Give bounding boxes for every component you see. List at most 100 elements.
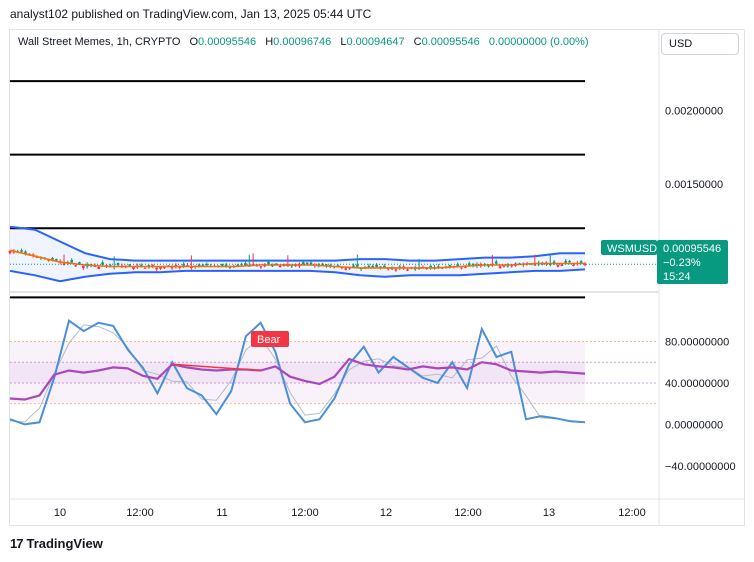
candle-body [201,264,205,266]
price-pane [8,80,660,299]
candle-body [305,262,309,264]
candle-body [236,264,239,266]
candle-body [244,263,247,266]
stoch-signal-line [9,324,586,423]
price-tag-ticker-bg [601,240,657,255]
candle-body [8,250,12,254]
candle-body [159,266,162,269]
candle-body [78,262,81,264]
time-tick-label: 10 [54,507,66,519]
candle-body [583,263,587,266]
time-tick-label: 12:00 [126,507,154,519]
candle-body [386,268,390,270]
candle-body [309,262,313,265]
candle-body [224,264,228,267]
candle-body [375,264,378,267]
candle-body [55,259,58,261]
candle-body [143,267,147,269]
stoch-line [9,319,586,426]
time-tick-label: 11 [216,507,227,519]
time-tick-label: 12:00 [291,507,319,519]
oscillator-tick-label: 0.00000000 [665,419,723,431]
candle-body [170,267,174,269]
rsi-line [9,357,586,401]
candle-body [101,262,104,265]
bollinger-lower [9,268,586,283]
candle-body [494,261,498,264]
candle-body [564,260,568,263]
price-tag-change: −0.23% [663,257,701,269]
candle-body [278,265,282,268]
oscillator-tick-label: 40.00000000 [665,378,729,390]
price-tick-label: 0.00200000 [665,106,723,118]
legend-high-label: H [265,36,274,48]
candle-body [301,262,305,265]
candle-body [352,265,355,268]
candle-body [367,265,371,268]
candle-body [371,265,375,268]
candle-body [259,266,263,268]
time-tick-label: 12 [380,507,392,519]
oscillator-tick-label: 80.00000000 [665,336,729,348]
bear-label-text: Bear [257,334,281,346]
candle-body [502,265,506,267]
bollinger-upper [9,225,585,262]
candle-body [220,263,224,266]
oscillator-tick-label: −40.00000000 [665,461,736,473]
publisher-line: analyst102 published on TradingView.com,… [10,7,372,21]
candle-body [267,261,270,265]
candle-body [568,260,571,263]
candle-body [448,265,452,268]
candle-body [344,268,348,270]
candle-body [560,264,564,267]
time-tick-label: 12:00 [454,507,482,519]
candle-body [132,267,135,270]
candle-body [429,265,432,268]
candle-body [163,267,166,269]
candle-body [394,269,398,271]
currency-button[interactable]: USD [661,33,739,55]
bear-label-bg [251,331,289,347]
axes: 0.002000000.001500000.0010000080.0000000… [9,29,745,526]
candle-body [471,263,475,266]
candle-body [356,264,359,267]
candle-body [579,261,583,264]
candle-body [155,267,158,270]
candle-body [97,266,101,270]
legend-high: 0.00096746 [273,36,332,48]
time-tick-label: 13 [543,507,555,519]
price-tag-price: 0.00095546 [663,243,721,255]
price-tag-countdown: 15:24 [663,271,691,283]
candle-body [572,264,575,266]
candle-body [20,250,23,252]
candle-body [70,260,74,263]
candle-body [383,265,386,268]
candle-body [556,264,560,267]
candle-body [464,266,467,268]
tradingview-brand[interactable]: 17 TradingView [10,536,103,551]
candle-body [24,251,27,254]
moving-average [9,249,585,269]
oscillator-pane [9,319,658,426]
candle-body [406,269,409,271]
legend-low: 0.00094647 [346,36,405,48]
chart-frame [9,29,745,526]
price-tag-bg [657,240,728,284]
candle-body [51,258,54,260]
candle-body [205,264,209,266]
symbol-name: Wall Street Memes, 1h, CRYPTO [18,36,181,48]
candle-body [197,264,201,267]
legend-low-label: L [340,36,347,48]
price-tag-ticker: WSMUSD [607,243,657,255]
candle-body [182,263,185,266]
time-tick-label: 12:00 [618,507,646,519]
candle-body [533,264,537,266]
price-tag: WSMUSD 0.00095546 −0.23% 15:24 [601,240,728,284]
legend-close: 0.00095546 [421,36,480,48]
candle-body [460,267,463,269]
brand-name: TradingView [26,536,103,551]
legend-change: 0.00000000 (0.00%) [488,36,589,48]
price-tick-label: 0.00150000 [665,179,723,191]
candle-body [74,265,77,267]
